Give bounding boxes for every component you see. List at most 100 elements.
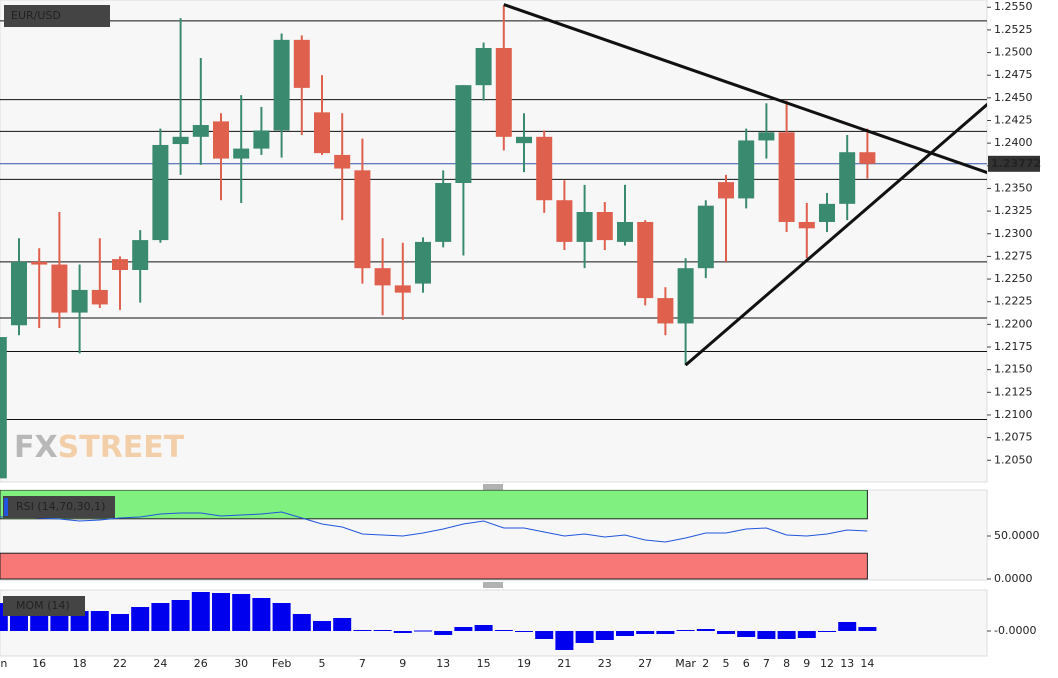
mom-bar [757,631,776,639]
mom-bar [676,630,695,631]
main-plot: FXSTREET [0,3,987,479]
x-tick-label: 7 [763,657,770,670]
mom-bar [858,627,877,631]
y-tick-label: 1.2450 [994,91,1033,104]
candle-body [556,200,573,242]
zone-band [0,490,868,520]
candle-body [91,289,108,305]
mom-bar [252,598,271,631]
mom-bar [454,627,473,631]
candle-body [253,130,270,149]
mom-bar [90,611,109,631]
resize-handle[interactable] [483,484,503,588]
candle-body [697,205,714,269]
mom-bar [30,613,49,631]
candle-body [536,136,553,201]
mom-bar [737,631,756,637]
mom-bar [575,631,594,643]
watermark-part: STREET [58,430,185,465]
x-tick-label: 30 [234,657,248,670]
mom-bar [636,631,655,634]
y-tick-label: 1.2125 [994,385,1033,398]
mom-bar [151,603,170,631]
candle-body [516,136,532,144]
y-tick-label: 1.2225 [994,295,1033,308]
candle-body [71,289,88,313]
y-tick-label: 1.2350 [994,181,1033,194]
indicator-label: MOM (14) [16,599,70,612]
x-tick-label: 9 [399,657,406,670]
candle-body [31,261,48,265]
mom-bar [212,593,230,631]
main-panel [0,0,988,483]
mom-bar [313,621,331,631]
mom-bar [414,630,432,632]
candle-body [132,240,149,270]
rsi-line [0,511,868,543]
trend-line [684,102,987,367]
candle-body [51,264,68,313]
mom-bar [171,600,190,631]
last-price-box [988,155,1040,172]
mom-bar [333,618,352,631]
mom-bar [696,629,715,631]
indicator-label: RSI (14,70,30,1) [16,500,105,513]
x-tick-label: 5 [723,657,730,670]
y-tick-label: 1.2500 [994,46,1033,59]
candle-body [334,154,351,169]
mom-bar [272,603,291,631]
y-tick-label: 1.2150 [994,363,1033,376]
candle-body [354,170,371,269]
mom-bar [111,614,129,631]
mom-bar [555,631,574,650]
y-tick-label: -0.0000 [994,624,1036,637]
x-tick-label: 2 [702,657,709,670]
x-tick-label: 27 [638,657,652,670]
x-tick-label: Mar [675,657,696,670]
candle-body [11,261,27,326]
y-tick-label: 1.2425 [994,114,1033,127]
overlay: 1.2050 1.2075 1.2100 1.2125 1.2150 1.2175 1.22… [0,0,1041,670]
y-tick-label: 1.2175 [994,340,1033,353]
y-tick-label: 1.2275 [994,249,1033,262]
mom-bar [474,625,493,631]
mom-bar [191,592,210,631]
mom-bar [494,630,513,631]
candle-body [798,221,815,229]
candle-body [314,112,330,154]
y-tick-label: 1.2325 [994,204,1033,217]
y-tick-label: 1.2525 [994,23,1033,36]
zone-band [0,552,868,580]
y-tick-label: 1.2400 [994,136,1033,149]
mom-bar [838,622,857,631]
y-tick-label: 1.2100 [994,408,1033,421]
indicator-label-box [3,496,115,518]
x-tick-label: Jan [0,657,7,670]
mom-bar [616,631,634,636]
mom-bar [595,631,614,640]
x-tick-label: 24 [153,657,167,670]
x-tick-label: 13 [436,657,450,670]
x-tick-label: 22 [113,657,127,670]
mom-bar [717,631,735,634]
candle-body [112,259,128,270]
candle-body [617,221,633,242]
x-tick-label: 9 [803,657,810,670]
candle-body [718,182,734,199]
x-tick-label: 13 [840,657,854,670]
candle-body [233,148,250,159]
y-tick-label: 1.2050 [994,453,1033,466]
y-tick-label: 50.0000 [994,529,1040,542]
trend-line [503,3,987,175]
last-price-label: 1.23772 [991,157,1041,170]
x-tick-label: 23 [598,657,612,670]
mom-bar [353,630,372,631]
candle-body [152,144,169,241]
y-tick-label: 1.2300 [994,227,1033,240]
x-tick-label: 18 [73,657,87,670]
watermark-part: FX [14,430,58,465]
mom-bar [515,631,533,632]
mom-bar [777,631,796,639]
candle-body [637,221,654,299]
